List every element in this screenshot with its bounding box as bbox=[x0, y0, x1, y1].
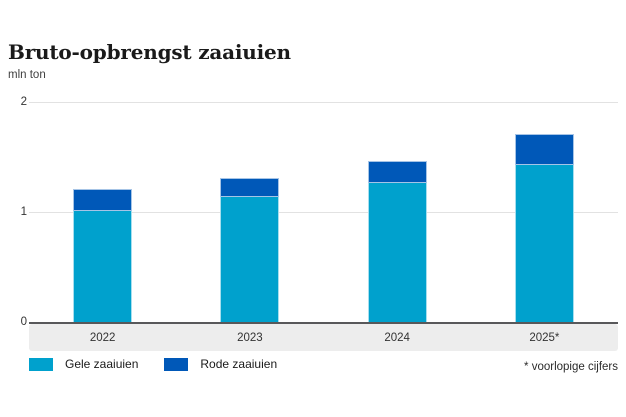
footnote: * voorlopige cijfers bbox=[524, 361, 618, 373]
bar-segment-rode-2023 bbox=[220, 177, 280, 197]
legend-label-gele: Gele zaaiuien bbox=[65, 357, 139, 371]
x-tick-label-2025: 2025* bbox=[529, 331, 560, 344]
bar-segment-gele-2024 bbox=[367, 183, 427, 323]
bar-segment-gele-2023 bbox=[220, 196, 280, 323]
x-tick-label-2023: 2023 bbox=[237, 331, 263, 344]
legend-swatch-rode bbox=[164, 357, 189, 371]
bar-2024 bbox=[367, 161, 427, 323]
legend-item-rode: Rode zaaiuien bbox=[164, 357, 277, 371]
bar-2022 bbox=[73, 188, 133, 323]
y-tick-label-1: 1 bbox=[20, 206, 27, 218]
x-tick-label-2022: 2022 bbox=[89, 331, 116, 344]
y-tick-label-2: 2 bbox=[20, 96, 27, 108]
x-axis-baseline bbox=[29, 322, 618, 324]
legend-label-rode: Rode zaaiuien bbox=[200, 357, 278, 371]
gridline-y-2 bbox=[29, 102, 618, 103]
legend-item-gele: Gele zaaiuien bbox=[29, 357, 138, 371]
bar-2023 bbox=[220, 177, 280, 323]
y-tick-label-0: 0 bbox=[20, 316, 27, 328]
bar-segment-gele-2025 bbox=[514, 164, 574, 323]
legend: Gele zaaiuien Rode zaaiuien bbox=[29, 357, 277, 371]
bar-segment-rode-2022 bbox=[73, 188, 133, 211]
bar-2025 bbox=[514, 133, 574, 323]
plot-area: 0 1 2 bbox=[21, 96, 618, 328]
bar-segment-rode-2024 bbox=[367, 161, 427, 184]
gridline-y-1 bbox=[29, 212, 618, 213]
y-axis-unit-label: mln ton bbox=[8, 69, 46, 81]
bar-segment-gele-2022 bbox=[73, 210, 133, 323]
x-tick-label-2024: 2024 bbox=[384, 331, 410, 344]
chart-title: Bruto-opbrengst zaaiuien bbox=[8, 40, 291, 64]
legend-swatch-gele bbox=[29, 357, 53, 371]
x-axis-band: 2022 2023 2024 2025* bbox=[29, 324, 618, 351]
bar-segment-rode-2025 bbox=[514, 133, 574, 165]
